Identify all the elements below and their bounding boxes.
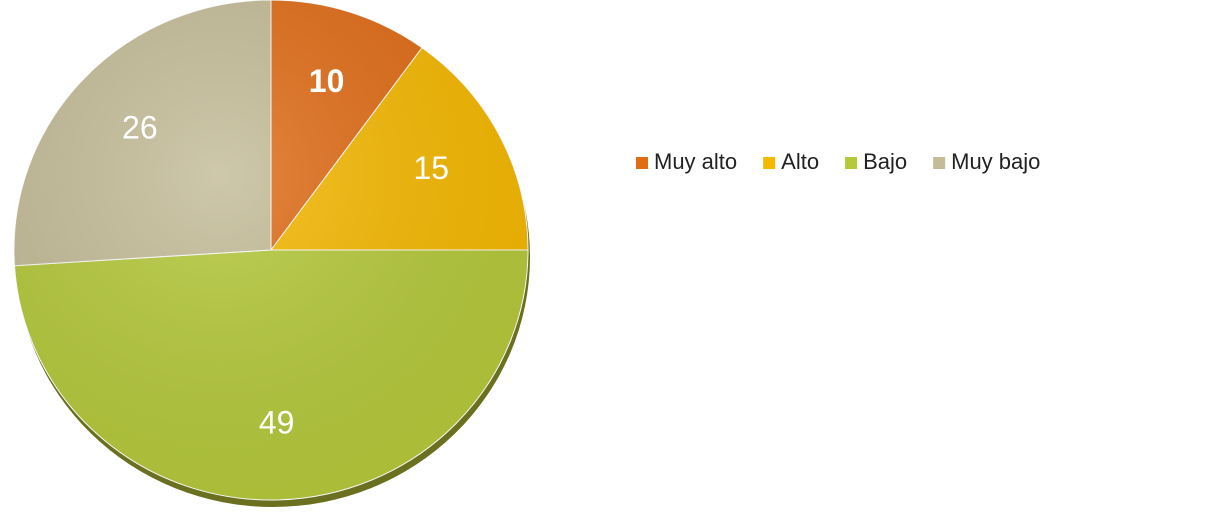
legend: Muy alto Alto Bajo Muy bajo (636, 149, 1040, 174)
legend-swatch (763, 157, 776, 169)
legend-label: Bajo (863, 149, 907, 174)
data-labels: 10 15 49 26 (122, 63, 449, 440)
pie-slice (13, 249, 529, 501)
legend-swatch (636, 157, 648, 169)
data-label: 15 (413, 150, 449, 186)
legend-label: Muy alto (654, 149, 737, 174)
data-label: 26 (122, 110, 158, 146)
legend-swatch (845, 157, 858, 169)
data-label: 49 (259, 404, 295, 440)
legend-label: Alto (781, 149, 819, 174)
legend-label: Muy bajo (951, 149, 1040, 174)
legend-swatch (933, 157, 946, 169)
data-label: 10 (309, 63, 345, 99)
